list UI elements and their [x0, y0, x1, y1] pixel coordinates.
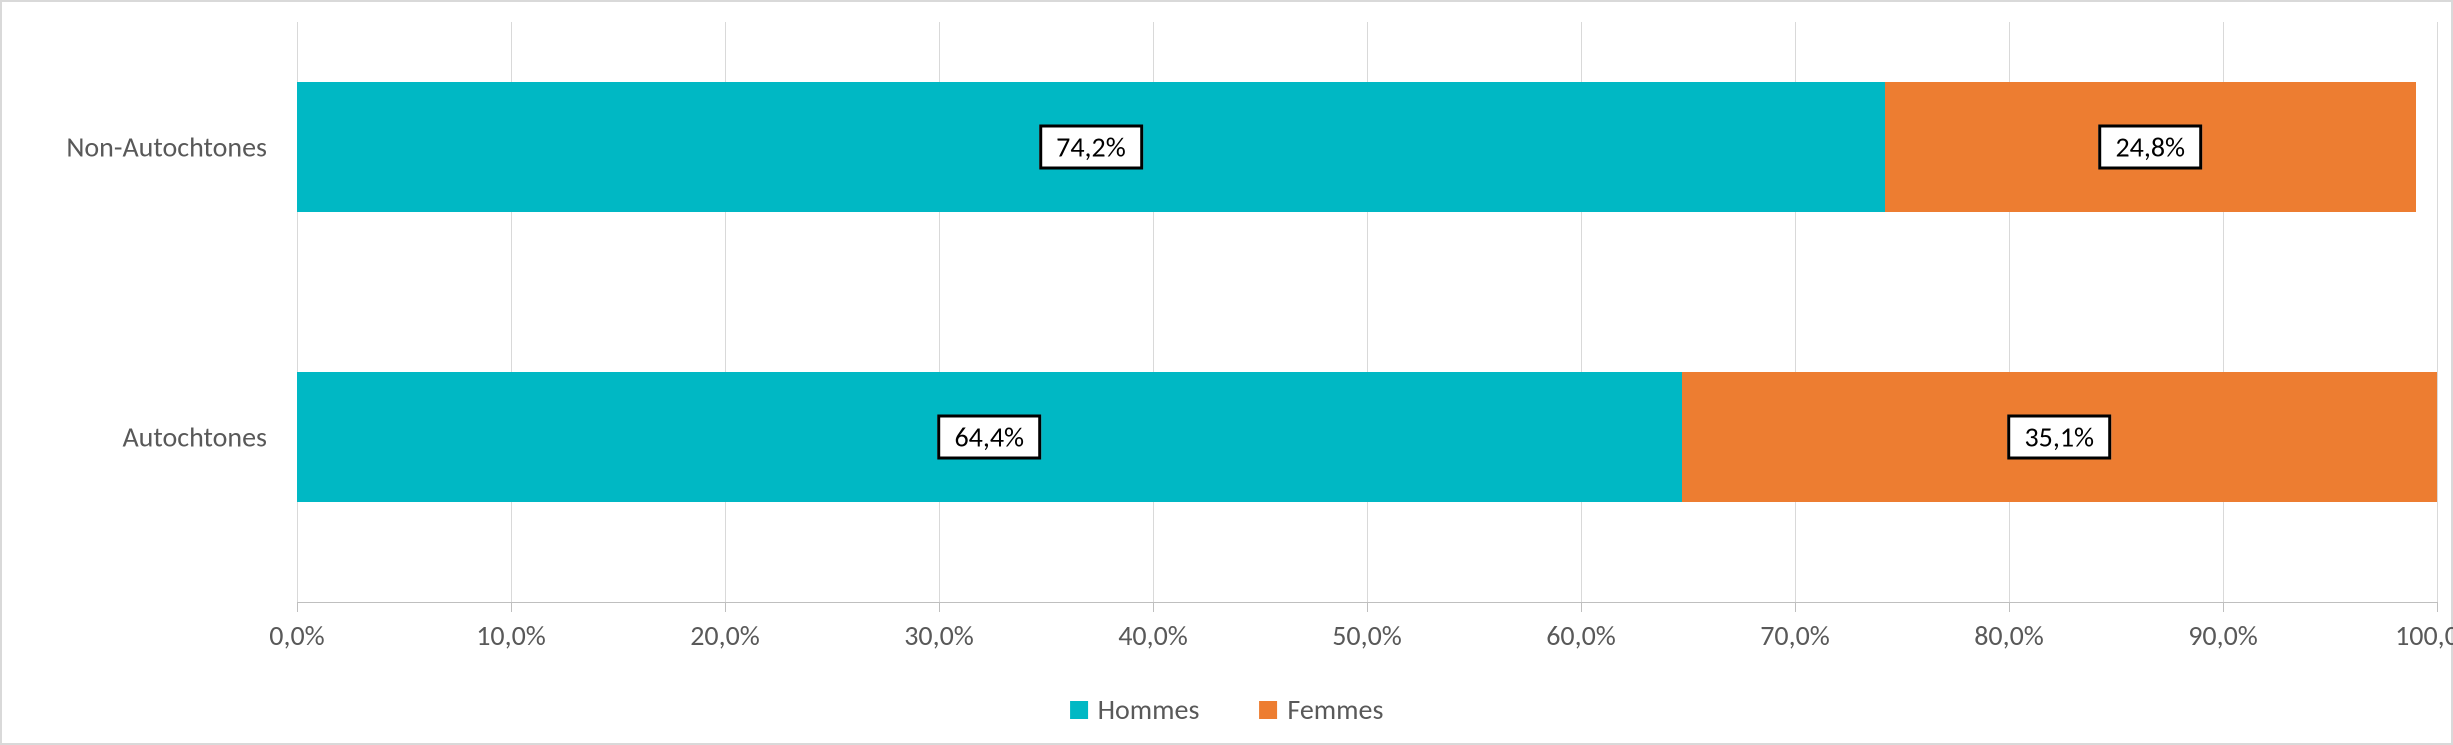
x-tick-mark [1795, 602, 1796, 612]
gridline [2437, 22, 2438, 602]
x-tick-label: 0,0% [269, 618, 324, 653]
x-tick-mark [939, 602, 940, 612]
bar-data-label: 64,4% [937, 415, 1041, 460]
legend-item: Hommes [1070, 692, 1200, 727]
legend-label: Femmes [1287, 692, 1383, 727]
x-tick-mark [2223, 602, 2224, 612]
legend-swatch [1259, 701, 1277, 719]
legend: Hommes Femmes [1070, 692, 1384, 727]
category-label: Non-Autochtones [2, 130, 267, 165]
x-tick-mark [725, 602, 726, 612]
bar-data-label: 24,8% [2098, 125, 2202, 170]
legend-swatch [1070, 701, 1088, 719]
bar-data-label: 35,1% [2007, 415, 2111, 460]
category-label: Autochtones [2, 420, 267, 455]
x-tick-label: 100,0% [2395, 618, 2453, 653]
x-tick-label: 70,0% [1760, 618, 1830, 653]
bar-row: 74,2% 24,8% [297, 82, 2437, 212]
x-tick-label: 60,0% [1546, 618, 1616, 653]
x-tick-label: 40,0% [1118, 618, 1188, 653]
x-tick-label: 50,0% [1332, 618, 1402, 653]
bar-data-label: 74,2% [1039, 125, 1143, 170]
legend-item: Femmes [1259, 692, 1383, 727]
bar-segment: 35,1% [1682, 372, 2437, 502]
x-tick-label: 80,0% [1974, 618, 2044, 653]
x-tick-label: 10,0% [476, 618, 546, 653]
x-tick-mark [511, 602, 512, 612]
legend-label: Hommes [1098, 692, 1200, 727]
x-tick-label: 30,0% [904, 618, 974, 653]
bar-segment: 64,4% [297, 372, 1682, 502]
chart-frame: 74,2% 24,8% 64,4% 35,1% Non-Autochtones Auto… [0, 0, 2453, 745]
x-tick-label: 90,0% [2188, 618, 2258, 653]
bar-segment: 74,2% [297, 82, 1885, 212]
x-tick-mark [1367, 602, 1368, 612]
x-tick-label: 20,0% [690, 618, 760, 653]
x-tick-mark [1581, 602, 1582, 612]
x-tick-mark [2437, 602, 2438, 612]
plot-area: 74,2% 24,8% 64,4% 35,1% [297, 22, 2437, 602]
bar-segment: 24,8% [1885, 82, 2416, 212]
x-tick-mark [2009, 602, 2010, 612]
bar-row: 64,4% 35,1% [297, 372, 2437, 502]
x-tick-mark [1153, 602, 1154, 612]
x-tick-mark [297, 602, 298, 612]
